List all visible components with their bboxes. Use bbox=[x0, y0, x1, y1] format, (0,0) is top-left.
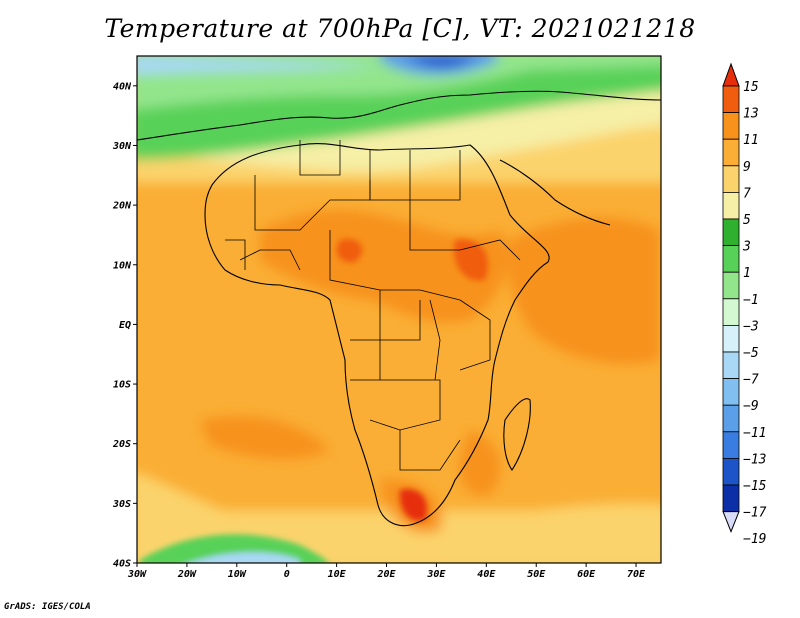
lon-tick-label: 10E bbox=[328, 569, 347, 580]
colorbar-segment bbox=[722, 324, 740, 353]
lon-tick-label: 20E bbox=[376, 569, 396, 580]
colorbar-label: −11 bbox=[743, 426, 766, 441]
colorbar-segment bbox=[722, 298, 740, 326]
colorbar-label: −19 bbox=[743, 532, 766, 547]
colorbar-label: 3 bbox=[742, 240, 751, 255]
lat-tick-label: 20N bbox=[112, 201, 132, 212]
colorbar: 15 13 11 9 7 5 3 1 −1 −3 −5 −7 −9 −11 −13 −15 −17 −19 bbox=[722, 62, 767, 547]
lat-tick-label: 30N bbox=[112, 141, 132, 152]
map-title: Temperature at 700hPa [C], VT: 202102121… bbox=[104, 14, 696, 43]
colorbar-segment bbox=[722, 431, 740, 459]
lon-tick-label: 20W bbox=[177, 569, 197, 580]
colorbar-segment bbox=[722, 484, 740, 513]
colorbar-label: 9 bbox=[743, 160, 751, 175]
colorbar-segment bbox=[722, 112, 740, 140]
lat-tick-label: 10N bbox=[113, 260, 132, 271]
colorbar-segment bbox=[722, 271, 740, 300]
lat-tick-label: 40S bbox=[113, 559, 131, 570]
colorbar-label: 11 bbox=[743, 133, 759, 148]
lon-tick-label: 70E bbox=[627, 569, 646, 580]
latitude-axis: 40N 30N 20N 10N EQ 10S 20S 30S 40S bbox=[112, 81, 137, 570]
lon-tick-label: 50E bbox=[527, 569, 546, 580]
colorbar-label: 13 bbox=[743, 107, 759, 122]
grads-credit: GrADS: IGES/COLA bbox=[4, 602, 91, 612]
colorbar-segment bbox=[722, 404, 740, 433]
colorbar-bottom-arrow bbox=[722, 511, 740, 533]
colorbar-segment bbox=[722, 85, 740, 114]
colorbar-segment bbox=[722, 218, 740, 247]
colorbar-label: −3 bbox=[743, 319, 759, 334]
colorbar-segment bbox=[722, 378, 740, 406]
colorbar-segment bbox=[722, 165, 740, 193]
lon-tick-label: 40E bbox=[477, 569, 496, 580]
colorbar-label: −15 bbox=[743, 479, 767, 494]
colorbar-label: −1 bbox=[743, 293, 759, 308]
colorbar-label: 1 bbox=[743, 266, 751, 281]
country-borders bbox=[225, 140, 521, 471]
colorbar-label: −9 bbox=[743, 399, 759, 414]
coastline bbox=[137, 90, 661, 527]
colorbar-segment bbox=[722, 191, 740, 220]
lat-tick-label: 10S bbox=[113, 380, 131, 391]
colorbar-label: 7 bbox=[743, 186, 751, 201]
temperature-field bbox=[137, 56, 661, 563]
lon-tick-label: 30W bbox=[127, 569, 147, 580]
longitude-axis: 30W 20W 10W 0 10E 20E 30E 40E 50E 60E 70E bbox=[127, 563, 646, 580]
lat-tick-label: 40N bbox=[113, 81, 132, 92]
colorbar-label: 15 bbox=[743, 80, 759, 95]
colorbar-label: −7 bbox=[743, 373, 759, 388]
colorbar-top-arrow bbox=[722, 62, 740, 87]
lat-tick-label: 20S bbox=[112, 439, 131, 450]
colorbar-segment bbox=[722, 138, 740, 167]
colorbar-label: −17 bbox=[743, 506, 767, 521]
colorbar-segment bbox=[722, 457, 740, 486]
lon-tick-label: 10W bbox=[228, 569, 247, 580]
colorbar-label: 5 bbox=[743, 213, 751, 228]
lon-tick-label: 30E bbox=[426, 569, 446, 580]
lon-tick-label: 0 bbox=[284, 569, 290, 580]
colorbar-label: −5 bbox=[743, 346, 759, 361]
lat-tick-label: EQ bbox=[119, 320, 131, 331]
map-frame bbox=[136, 55, 662, 564]
lat-tick-label: 30S bbox=[112, 499, 131, 510]
colorbar-segment bbox=[722, 245, 740, 273]
lon-tick-label: 60E bbox=[577, 569, 596, 580]
colorbar-label: −13 bbox=[743, 452, 766, 467]
colorbar-segment bbox=[722, 351, 740, 380]
